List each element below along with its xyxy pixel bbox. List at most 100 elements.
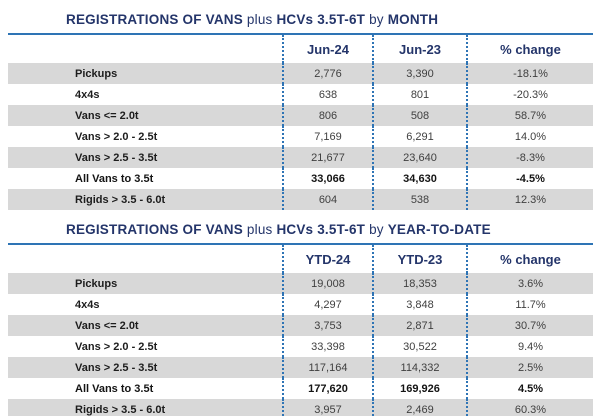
title-segment: plus bbox=[242, 222, 277, 237]
cell-value: -8.3% bbox=[466, 147, 593, 168]
table-row: Vans > 2.5 - 3.5t 117,164 114,332 2.5% bbox=[8, 357, 593, 378]
cell-value: 114,332 bbox=[372, 357, 467, 378]
cell-value: 30,522 bbox=[372, 336, 467, 357]
table-body: Pickups 2,776 3,390 -18.1% 4x4s 638 801 -20.3% V… bbox=[8, 63, 593, 210]
table-row: Vans <= 2.0t 806 508 58.7% bbox=[8, 105, 593, 126]
title-segment: by bbox=[365, 12, 388, 27]
row-label: Vans > 2.0 - 2.5t bbox=[75, 340, 158, 353]
cell-value: 23,640 bbox=[372, 147, 467, 168]
cell-value: 30.7% bbox=[466, 315, 593, 336]
ytd-registrations-table: YTD-24 YTD-23% change Pickups 19,008 18,353… bbox=[8, 245, 593, 416]
cell-value: 2,469 bbox=[372, 399, 467, 416]
title-segment: REGISTRATIONS OF VANS bbox=[66, 12, 243, 27]
cell-value: 14.0% bbox=[466, 126, 593, 147]
row-label: Pickups bbox=[75, 67, 118, 80]
cell-value: 3,753 bbox=[282, 315, 373, 336]
column-header: Jun-23 bbox=[372, 35, 467, 63]
cell-value: 19,008 bbox=[282, 273, 373, 294]
monthly-registrations-table: Jun-24 Jun-23% change Pickups 2,776 3,390 -1… bbox=[8, 35, 593, 210]
title-segment: HCVs 3.5T-6T bbox=[276, 222, 366, 237]
cell-value: 169,926 bbox=[372, 378, 467, 399]
cell-value: 2,871 bbox=[372, 315, 467, 336]
title-rule bbox=[8, 33, 593, 35]
row-label: Vans > 2.5 - 3.5t bbox=[75, 361, 158, 374]
row-label: 4x4s bbox=[75, 298, 100, 311]
row-label: Vans > 2.5 - 3.5t bbox=[75, 151, 158, 164]
table-row: Vans > 2.0 - 2.5t 7,169 6,291 14.0% bbox=[8, 126, 593, 147]
cell-value: 508 bbox=[372, 105, 467, 126]
cell-value: 60.3% bbox=[466, 399, 593, 416]
cell-value: -4.5% bbox=[466, 168, 593, 189]
row-label: Rigids > 3.5 - 6.0t bbox=[75, 403, 166, 416]
cell-value: -20.3% bbox=[466, 84, 593, 105]
table-row: Vans > 2.0 - 2.5t 33,398 30,522 9.4% bbox=[8, 336, 593, 357]
row-label: All Vans to 3.5t bbox=[75, 382, 154, 395]
row-label: Rigids > 3.5 - 6.0t bbox=[75, 193, 166, 206]
cell-value: 4,297 bbox=[282, 294, 373, 315]
cell-value: 33,066 bbox=[282, 168, 373, 189]
table-row: 4x4s 638 801 -20.3% bbox=[8, 84, 593, 105]
table-header: YTD-24 YTD-23% change bbox=[8, 245, 593, 273]
cell-value: 638 bbox=[282, 84, 373, 105]
cell-value: 177,620 bbox=[282, 378, 373, 399]
table-body: Pickups 19,008 18,353 3.6% 4x4s 4,297 3,848 11.… bbox=[8, 273, 593, 416]
row-label: Vans <= 2.0t bbox=[75, 319, 139, 332]
cell-value: 6,291 bbox=[372, 126, 467, 147]
cell-value: 2,776 bbox=[282, 63, 373, 84]
cell-value: 3.6% bbox=[466, 273, 593, 294]
row-label: All Vans to 3.5t bbox=[75, 172, 154, 185]
cell-value: 18,353 bbox=[372, 273, 467, 294]
table-row: All Vans to 3.5t 177,620 169,926 4.5% bbox=[8, 378, 593, 399]
title-segment: by bbox=[365, 222, 388, 237]
cell-value: 806 bbox=[282, 105, 373, 126]
cell-value: 9.4% bbox=[466, 336, 593, 357]
column-header: YTD-23 bbox=[372, 245, 467, 273]
cell-value: 2.5% bbox=[466, 357, 593, 378]
title-segment: YEAR-TO-DATE bbox=[387, 222, 491, 237]
cell-value: 12.3% bbox=[466, 189, 593, 210]
monthly-table-section: REGISTRATIONS OF VANS plus HCVs 3.5T-6T … bbox=[0, 12, 600, 210]
table-row: Pickups 19,008 18,353 3.6% bbox=[8, 273, 593, 294]
column-header: % change bbox=[466, 35, 593, 63]
title-rule bbox=[8, 243, 593, 245]
column-header: Jun-24 bbox=[282, 35, 373, 63]
table-row: 4x4s 4,297 3,848 11.7% bbox=[8, 294, 593, 315]
cell-value: 538 bbox=[372, 189, 467, 210]
header-row: YTD-24 YTD-23% change bbox=[8, 245, 593, 273]
cell-value: 21,677 bbox=[282, 147, 373, 168]
table-row: Rigids > 3.5 - 6.0t 3,957 2,469 60.3% bbox=[8, 399, 593, 416]
label-column-header bbox=[8, 35, 283, 63]
title-segment: plus bbox=[242, 12, 277, 27]
table-row: Rigids > 3.5 - 6.0t 604 538 12.3% bbox=[8, 189, 593, 210]
title-segment: HCVs 3.5T-6T bbox=[276, 12, 366, 27]
cell-value: 33,398 bbox=[282, 336, 373, 357]
ytd-table-title: REGISTRATIONS OF VANS plus HCVs 3.5T-6T … bbox=[66, 222, 600, 238]
row-label: Pickups bbox=[75, 277, 118, 290]
table-row: Vans > 2.5 - 3.5t 21,677 23,640 -8.3% bbox=[8, 147, 593, 168]
title-segment: REGISTRATIONS OF VANS bbox=[66, 222, 243, 237]
table-row: All Vans to 3.5t 33,066 34,630 -4.5% bbox=[8, 168, 593, 189]
cell-value: 34,630 bbox=[372, 168, 467, 189]
row-label: Vans > 2.0 - 2.5t bbox=[75, 130, 158, 143]
cell-value: 3,848 bbox=[372, 294, 467, 315]
row-label: Vans <= 2.0t bbox=[75, 109, 139, 122]
cell-value: 11.7% bbox=[466, 294, 593, 315]
table-row: Vans <= 2.0t 3,753 2,871 30.7% bbox=[8, 315, 593, 336]
cell-value: -18.1% bbox=[466, 63, 593, 84]
table-header: Jun-24 Jun-23% change bbox=[8, 35, 593, 63]
cell-value: 3,957 bbox=[282, 399, 373, 416]
label-column-header bbox=[8, 245, 283, 273]
cell-value: 604 bbox=[282, 189, 373, 210]
title-segment: MONTH bbox=[387, 12, 439, 27]
cell-value: 4.5% bbox=[466, 378, 593, 399]
column-header: % change bbox=[466, 245, 593, 273]
header-row: Jun-24 Jun-23% change bbox=[8, 35, 593, 63]
cell-value: 7,169 bbox=[282, 126, 373, 147]
cell-value: 117,164 bbox=[282, 357, 373, 378]
monthly-table-title: REGISTRATIONS OF VANS plus HCVs 3.5T-6T … bbox=[66, 12, 600, 28]
ytd-table-section: REGISTRATIONS OF VANS plus HCVs 3.5T-6T … bbox=[0, 222, 600, 416]
table-row: Pickups 2,776 3,390 -18.1% bbox=[8, 63, 593, 84]
cell-value: 58.7% bbox=[466, 105, 593, 126]
row-label: 4x4s bbox=[75, 88, 100, 101]
